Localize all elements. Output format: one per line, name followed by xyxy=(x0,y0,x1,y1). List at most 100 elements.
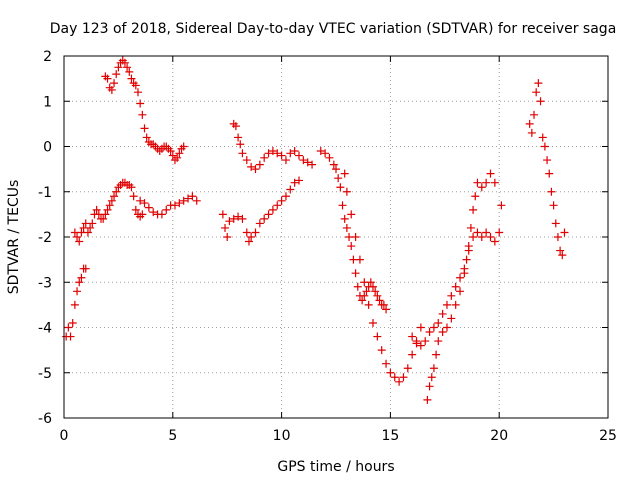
data-point xyxy=(525,119,534,128)
data-point xyxy=(179,142,188,151)
data-point xyxy=(286,149,295,158)
data-point xyxy=(532,88,541,97)
data-point xyxy=(364,300,373,309)
data-point xyxy=(236,140,245,149)
data-point xyxy=(64,323,73,332)
data-point xyxy=(447,291,456,300)
y-tick-label: 0 xyxy=(43,140,52,156)
data-point xyxy=(540,142,549,151)
data-point xyxy=(482,178,491,187)
data-point xyxy=(129,192,138,201)
data-point xyxy=(368,282,377,291)
data-point xyxy=(138,110,147,119)
data-point xyxy=(140,124,149,133)
data-point xyxy=(255,160,264,169)
data-point xyxy=(231,122,240,131)
data-point xyxy=(75,237,84,246)
data-point xyxy=(342,187,351,196)
data-point xyxy=(351,233,360,241)
data-point xyxy=(281,156,290,165)
y-axis-label: SDTVAR / TECUs xyxy=(6,180,22,295)
data-point xyxy=(340,214,349,223)
data-point xyxy=(247,233,256,241)
data-point xyxy=(286,185,295,194)
data-point xyxy=(334,174,343,183)
data-point xyxy=(338,201,347,210)
data-point xyxy=(173,153,182,162)
data-point xyxy=(423,395,432,404)
data-point xyxy=(368,318,377,327)
data-point xyxy=(477,183,486,192)
data-point xyxy=(295,151,304,160)
data-point xyxy=(268,205,277,214)
data-point xyxy=(527,128,536,137)
y-tick-label: -4 xyxy=(38,321,52,337)
data-point xyxy=(103,205,112,214)
data-point xyxy=(234,133,243,142)
data-point xyxy=(175,149,184,158)
data-point xyxy=(260,214,269,223)
data-point xyxy=(373,291,382,300)
data-point xyxy=(332,165,340,174)
data-point xyxy=(149,208,158,217)
data-point xyxy=(558,251,567,260)
data-point xyxy=(73,287,82,296)
data-point xyxy=(355,255,364,264)
chart-title: Day 123 of 2018, Sidereal Day-to-day VTE… xyxy=(50,21,617,37)
data-point xyxy=(264,149,273,158)
data-point xyxy=(460,269,469,278)
data-point xyxy=(408,350,417,359)
data-point xyxy=(432,350,441,359)
data-point xyxy=(225,217,234,226)
data-point xyxy=(68,318,77,327)
data-point xyxy=(351,269,360,278)
data-point xyxy=(136,99,145,108)
data-point xyxy=(486,169,495,178)
data-point xyxy=(92,205,101,214)
data-point xyxy=(353,282,362,291)
data-point xyxy=(299,156,308,165)
data-point xyxy=(308,160,317,169)
data-point xyxy=(140,199,149,208)
data-point xyxy=(379,300,388,309)
y-tick-label: -5 xyxy=(38,366,52,382)
data-point xyxy=(112,70,121,79)
data-point xyxy=(456,287,465,296)
data-point xyxy=(427,373,436,382)
data-point xyxy=(247,162,256,171)
data-point xyxy=(229,214,238,223)
data-point xyxy=(142,133,151,142)
data-point xyxy=(81,264,90,273)
data-point xyxy=(416,323,425,332)
data-point xyxy=(545,169,554,178)
data-point xyxy=(362,287,371,296)
data-point xyxy=(482,228,491,237)
data-point xyxy=(530,110,539,119)
data-point xyxy=(123,63,132,72)
data-point xyxy=(486,233,495,241)
data-point xyxy=(442,323,451,332)
data-point xyxy=(382,305,391,314)
data-point xyxy=(451,282,460,291)
data-point xyxy=(144,203,153,212)
data-point xyxy=(553,233,562,241)
data-point xyxy=(371,287,380,296)
data-point xyxy=(442,300,451,309)
data-point xyxy=(244,237,253,246)
data-point xyxy=(386,368,395,377)
data-point xyxy=(412,339,421,348)
data-point xyxy=(556,246,565,255)
data-point xyxy=(560,228,569,237)
data-point xyxy=(99,214,108,223)
data-point xyxy=(434,337,443,346)
data-point xyxy=(382,359,391,368)
data-point xyxy=(395,377,404,386)
data-point xyxy=(86,223,95,232)
data-point xyxy=(551,219,560,228)
data-point xyxy=(66,332,75,341)
data-point xyxy=(170,201,179,210)
data-point xyxy=(490,237,499,246)
data-point xyxy=(549,201,558,210)
data-point xyxy=(462,255,471,264)
